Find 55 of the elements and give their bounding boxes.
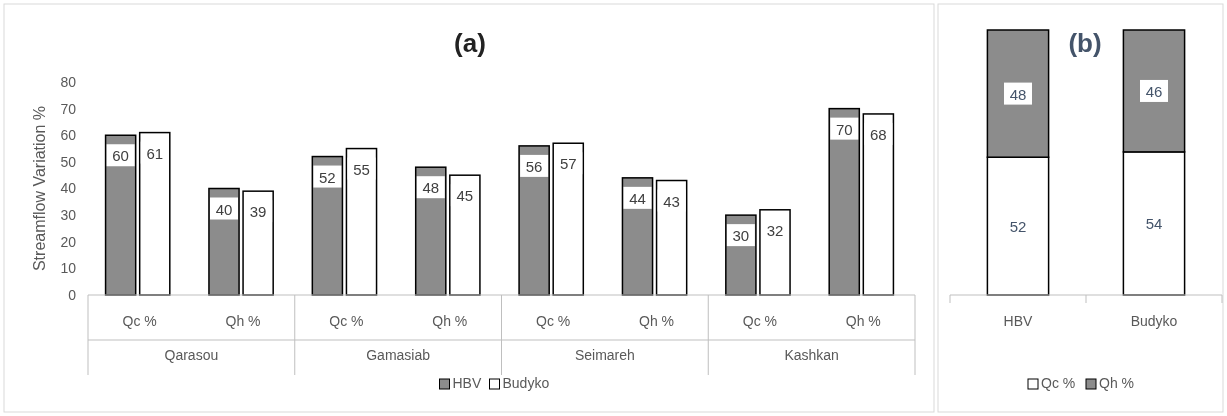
bar: [518, 145, 550, 296]
data-label: 68: [870, 125, 887, 143]
bar: [552, 142, 585, 296]
data-label: 30: [732, 227, 750, 245]
legend-label: Qh %: [1099, 375, 1135, 391]
y-tick-label: 60: [60, 127, 77, 144]
chart-title: (b): [1068, 28, 1102, 58]
data-label: 52: [319, 168, 336, 186]
x-tick-label: Qh %: [639, 313, 675, 329]
data-label: 39: [249, 203, 267, 221]
text: Kashkan: [784, 347, 839, 363]
data-label: 55: [353, 160, 370, 178]
chart-title: (a): [454, 28, 486, 58]
data-label: 48: [422, 179, 440, 197]
x-tick-label: Qh %: [432, 313, 468, 329]
legend-label: Qc %: [1041, 375, 1076, 391]
data-label: 40: [215, 200, 233, 218]
data-label: 45: [456, 187, 474, 205]
y-axis-title: Streamflow Variation %: [31, 105, 48, 272]
text: Seimareh: [574, 347, 635, 363]
x-tick-label: Qc %: [536, 313, 571, 329]
legend-label: Budyko: [502, 375, 550, 391]
y-tick-label: 70: [60, 100, 77, 117]
y-tick-label: 20: [60, 233, 77, 250]
bar: [862, 113, 895, 296]
x-tick-label: Budyko: [1130, 313, 1178, 329]
data-label: 46: [1145, 82, 1163, 100]
text: Gamasiab: [366, 347, 431, 363]
x-tick-label: HBV: [1003, 313, 1034, 329]
data-label: 52: [1009, 218, 1027, 236]
data-label: 54: [1145, 215, 1163, 233]
x-tick-label: Qh %: [225, 313, 261, 329]
x-tick-label: Qc %: [329, 313, 364, 329]
data-label: 44: [629, 189, 646, 207]
data-label: 56: [525, 157, 543, 175]
data-label: 61: [146, 144, 164, 162]
data-label: 70: [835, 120, 853, 138]
y-tick-label: 0: [68, 286, 77, 303]
legend-label: HBV: [452, 375, 482, 391]
y-tick-label: 50: [60, 153, 77, 170]
bar: [828, 107, 861, 296]
data-label: 43: [663, 192, 680, 210]
x-tick-label: Qc %: [122, 313, 157, 329]
y-tick-label: 80: [60, 73, 77, 90]
data-label: 48: [1009, 85, 1027, 103]
data-label: 60: [112, 147, 129, 165]
x-tick-label: Qc %: [742, 313, 778, 329]
y-tick-label: 40: [60, 180, 77, 197]
bar: [138, 131, 171, 296]
y-tick-label: 10: [60, 260, 77, 277]
y-tick-label: 30: [60, 207, 77, 224]
x-tick-label: Qh %: [845, 313, 881, 329]
text: Qarasou: [164, 347, 219, 363]
data-label: 57: [559, 155, 577, 173]
data-label: 32: [766, 221, 784, 239]
